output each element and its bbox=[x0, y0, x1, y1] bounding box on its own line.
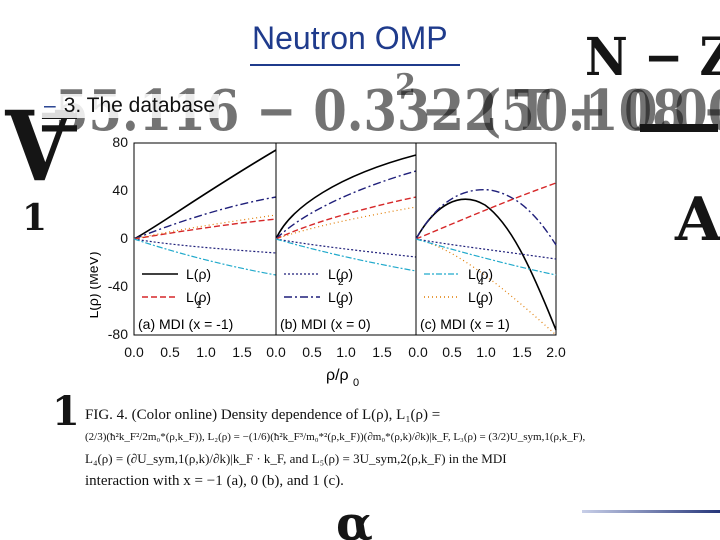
x-tick-label: 1.5 bbox=[512, 344, 532, 360]
legend-label: L(ρ) bbox=[328, 289, 353, 305]
legend-a: L(ρ) L(ρ) 1 bbox=[142, 266, 211, 311]
curve-L4 bbox=[415, 238, 557, 276]
x-tick-label: 0.0 bbox=[124, 344, 144, 360]
formula-lower-sub: 1 bbox=[52, 388, 80, 435]
curve-L2 bbox=[275, 238, 417, 258]
y-tick-label: 40 bbox=[112, 182, 128, 198]
figure-density-dependence: L(ρ) (MeV) 80 40 0 -40 -80 L(ρ) L(ρ) 1 (… bbox=[90, 135, 566, 389]
legend-sub: 5 bbox=[478, 300, 484, 311]
title-underline bbox=[250, 64, 460, 66]
panel-b: L(ρ) 2 L(ρ) 3 (b) MDI (x = 0) bbox=[275, 142, 417, 336]
panel-c: L(ρ) 4 L(ρ) 5 (c) MDI (x = 1) bbox=[415, 142, 557, 336]
legend-label: L(ρ) bbox=[468, 289, 493, 305]
y-tick-label: 80 bbox=[112, 135, 128, 150]
curve-L1 bbox=[275, 196, 417, 240]
x-tick-label: 0.0 bbox=[408, 344, 428, 360]
legend-label: L(ρ) bbox=[186, 289, 211, 305]
x-tick-label: 0.5 bbox=[160, 344, 180, 360]
formula-lhs-sub: 1 bbox=[22, 197, 47, 239]
curve-L bbox=[415, 198, 557, 331]
formula-middle: − (50.108 − 0.3568) bbox=[421, 79, 720, 144]
caption-line: (2/3)(ħ²k_F²/2m₀*(ρ,k_F)), L₂(ρ) = −(1/6… bbox=[85, 431, 586, 443]
legend-label: L(ρ) bbox=[468, 266, 493, 282]
x-tick-label: 1.5 bbox=[232, 344, 252, 360]
legend-sub: 2 bbox=[338, 277, 344, 288]
panel-c-label: (c) MDI (x = 1) bbox=[420, 316, 510, 332]
y-axis-label: L(ρ) (MeV) bbox=[90, 251, 101, 318]
x-tick-label: 1.0 bbox=[336, 344, 356, 360]
formula-fraction-bar bbox=[640, 124, 718, 132]
legend-c: L(ρ) 4 L(ρ) 5 bbox=[424, 266, 493, 311]
curve-L4 bbox=[133, 238, 277, 276]
x-axis-label: ρ/ρ bbox=[326, 367, 349, 384]
y-tick-labels: 80 40 0 -40 -80 bbox=[108, 135, 128, 342]
footer-accent-bar bbox=[582, 510, 720, 513]
curve-L2 bbox=[133, 238, 277, 254]
curve-L bbox=[275, 154, 417, 240]
x-tick-label: 2.0 bbox=[546, 344, 566, 360]
curve-L bbox=[133, 149, 277, 240]
curve-L3 bbox=[133, 196, 277, 240]
formula-power: 2 bbox=[395, 68, 416, 103]
legend-label: L(ρ) bbox=[186, 266, 211, 282]
curve-L3 bbox=[415, 189, 557, 246]
x-tick-label: 0.5 bbox=[442, 344, 462, 360]
formula-fraction-denominator: A bbox=[674, 185, 720, 255]
x-tick-labels: 0.0 0.5 1.0 1.5 0.0 0.5 1.0 1.5 0.0 0.5 … bbox=[124, 344, 566, 360]
x-tick-label: 0.5 bbox=[302, 344, 322, 360]
slide-title: Neutron OMP bbox=[252, 20, 448, 56]
bullet-dash: – bbox=[44, 94, 56, 117]
curve-L4 bbox=[275, 238, 417, 272]
y-tick-label: -80 bbox=[108, 326, 128, 342]
y-tick-label: 0 bbox=[120, 230, 128, 246]
caption-line: interaction with x = −1 (a), 0 (b), and … bbox=[85, 473, 344, 489]
x-tick-label: 1.0 bbox=[476, 344, 496, 360]
figure-caption: FIG. 4. (Color online) Density dependenc… bbox=[85, 404, 586, 492]
curve-L5 bbox=[275, 206, 417, 240]
curve-L1 bbox=[133, 218, 277, 240]
x-tick-label: 1.5 bbox=[372, 344, 392, 360]
curve-L5 bbox=[133, 214, 277, 240]
caption-line: L₄(ρ) = (∂U_sym,1(ρ,k)/∂k)|k_F · k_F, an… bbox=[85, 451, 507, 466]
curve-L2 bbox=[415, 238, 557, 260]
x-tick-label: 1.0 bbox=[196, 344, 216, 360]
panel-b-label: (b) MDI (x = 0) bbox=[280, 316, 371, 332]
caption-line: FIG. 4. (Color online) Density dependenc… bbox=[85, 407, 441, 423]
legend-sub: 1 bbox=[196, 300, 202, 311]
y-tick-label: -40 bbox=[108, 278, 128, 294]
legend-sub: 3 bbox=[338, 300, 344, 311]
x-axis-label-sub: 0 bbox=[353, 377, 359, 389]
curve-L5 bbox=[415, 238, 557, 336]
slide-bullet: –3. The database bbox=[40, 94, 220, 118]
panel-a-label: (a) MDI (x = -1) bbox=[138, 316, 233, 332]
x-tick-label: 0.0 bbox=[266, 344, 286, 360]
legend-sub: 4 bbox=[478, 277, 484, 288]
formula-fraction-numerator: N − Z bbox=[585, 27, 720, 88]
formula-mark: α bbox=[336, 496, 373, 540]
legend-label: L(ρ) bbox=[328, 266, 353, 282]
bullet-text: 3. The database bbox=[63, 94, 216, 117]
panel-a: L(ρ) L(ρ) 1 (a) MDI (x = -1) bbox=[133, 142, 277, 336]
curve-L1 bbox=[415, 182, 557, 240]
legend-b: L(ρ) 2 L(ρ) 3 bbox=[284, 266, 353, 311]
curve-L3 bbox=[275, 170, 417, 240]
legend-label-l1: L(ρ) bbox=[186, 289, 211, 305]
